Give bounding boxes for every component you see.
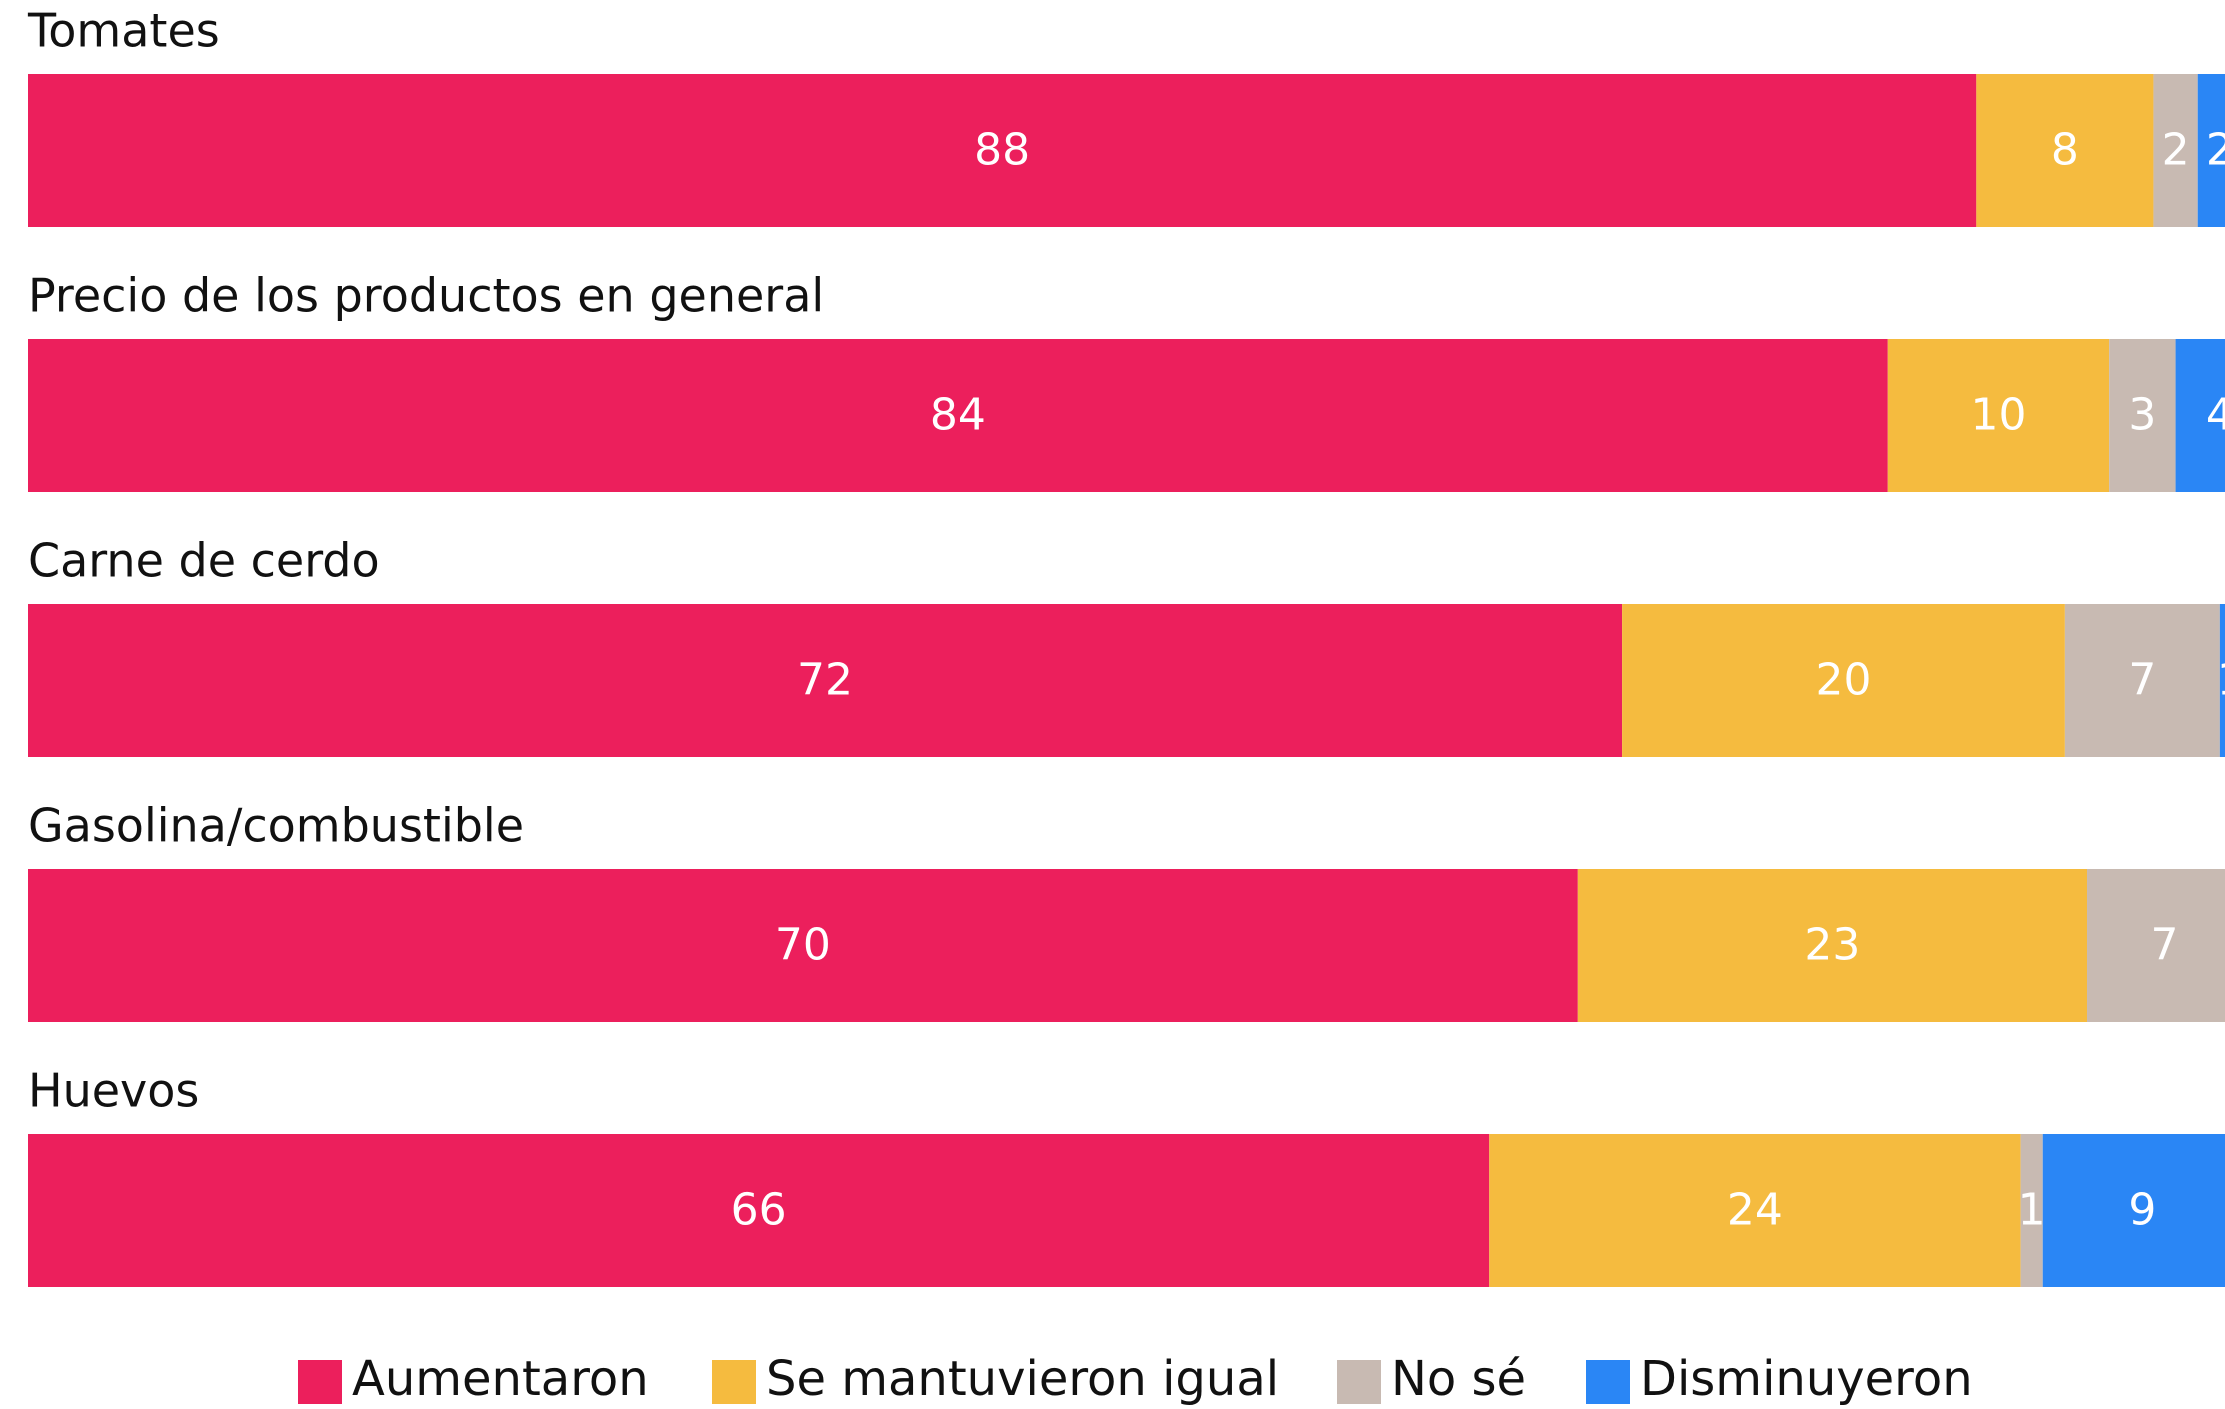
value-label: 1: [2018, 1185, 2046, 1236]
value-label: 4: [2206, 390, 2225, 441]
category-label: Precio de los productos en general: [28, 269, 824, 323]
value-label: 88: [974, 125, 1030, 176]
value-label: 8: [2051, 125, 2079, 176]
value-label: 9: [2128, 1185, 2156, 1236]
legend-label: Aumentaron: [352, 1351, 649, 1407]
bar-segment: [2064, 604, 2220, 757]
value-label: 66: [731, 1185, 787, 1236]
category-label: Carne de cerdo: [28, 534, 380, 588]
value-label: 7: [2128, 655, 2156, 706]
legend-swatch: [712, 1360, 756, 1404]
bar-segment: [2087, 869, 2225, 1022]
bar-segment: [28, 869, 1578, 1022]
value-label: 7: [2151, 920, 2179, 971]
legend-label: Disminuyeron: [1640, 1351, 1973, 1407]
value-label: 23: [1804, 920, 1860, 971]
bar-segment: [1577, 869, 2088, 1022]
value-label: 24: [1727, 1185, 1783, 1236]
value-label: 20: [1815, 655, 1871, 706]
bar-segment: [28, 74, 1977, 227]
bar-segment: [28, 339, 1888, 492]
bar-segment: [2197, 74, 2225, 227]
value-label: 2: [2162, 125, 2190, 176]
legend-label: Se mantuvieron igual: [766, 1351, 1279, 1407]
bar-segment: [2175, 339, 2225, 492]
legend-swatch: [298, 1360, 342, 1404]
value-label: 10: [1970, 390, 2026, 441]
value-label: 70: [775, 920, 831, 971]
bar-segment: [1489, 1134, 2021, 1287]
bar-segment: [2109, 339, 2176, 492]
bar-segment: [2020, 1134, 2043, 1287]
value-label: 72: [797, 655, 853, 706]
category-label: Tomates: [27, 4, 220, 58]
value-label: 1: [2217, 655, 2225, 706]
bar-segment: [2153, 74, 2198, 227]
legend-label: No sé: [1391, 1351, 1526, 1407]
bar-segment: [1976, 74, 2154, 227]
value-label: 2: [2206, 125, 2225, 176]
bar-segment: [1887, 339, 2110, 492]
category-label: Gasolina/combustible: [28, 799, 524, 853]
bar-segment: [28, 604, 1623, 757]
category-label: Huevos: [28, 1064, 199, 1118]
value-label: 3: [2128, 390, 2156, 441]
legend-swatch: [1586, 1360, 1630, 1404]
bar-segment: [28, 1134, 1490, 1287]
bar-segment: [1622, 604, 2065, 757]
bar-segment: [2042, 1134, 2225, 1287]
value-label: 84: [930, 390, 986, 441]
bar-segment: [2219, 604, 2225, 757]
legend-swatch: [1337, 1360, 1381, 1404]
